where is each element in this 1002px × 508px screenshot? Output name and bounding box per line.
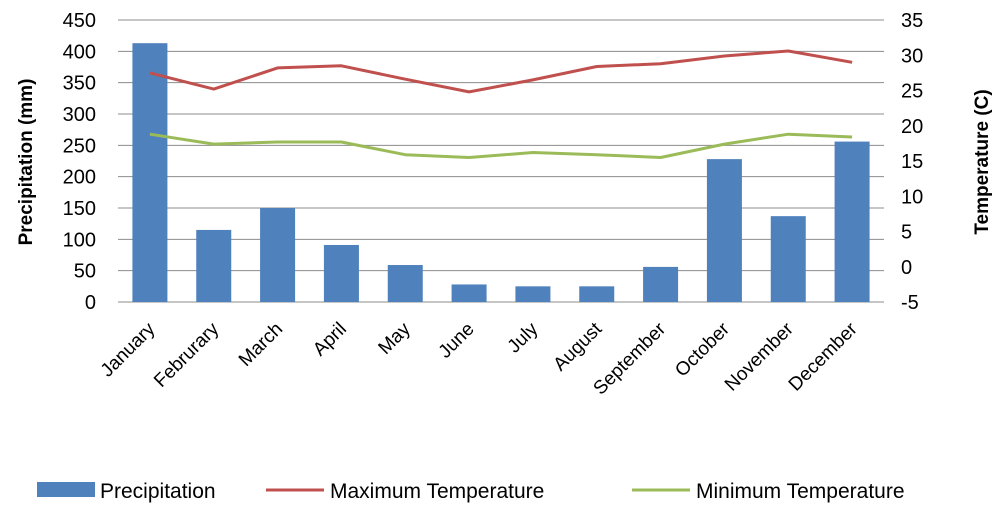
y2-tick-label: 25	[901, 81, 923, 103]
max-temp-line	[149, 49, 853, 94]
x-tick-label: June	[435, 319, 479, 363]
bar-january	[132, 43, 168, 302]
bar-april	[323, 244, 359, 302]
legend: Precipitation Maximum Temperature Minimu…	[37, 480, 905, 503]
y2-tick-label: 30	[901, 45, 923, 67]
bar-october	[706, 159, 742, 302]
right-y-axis: -5 0 5 10 15 20 25 30 35	[901, 10, 923, 314]
precipitation-bars	[132, 43, 870, 302]
bar-july	[515, 286, 551, 302]
y-tick-label: 150	[63, 198, 96, 220]
min-temp-line	[149, 132, 853, 159]
left-y-axis: 0 50 100 150 200 250 300 350 400 450	[63, 10, 96, 314]
y2-tick-label: 10	[901, 186, 923, 208]
x-tick-label: July	[504, 318, 543, 357]
bar-march	[260, 208, 296, 302]
x-tick-label: December	[785, 318, 862, 395]
x-tick-label: May	[375, 318, 416, 359]
bar-februrary	[196, 229, 232, 302]
bar-september	[643, 266, 679, 302]
y-tick-label: 450	[63, 10, 96, 32]
x-tick-label: January	[97, 318, 160, 381]
y2-tick-label: 35	[901, 10, 923, 32]
y2-tick-label: 5	[901, 222, 912, 244]
y-tick-label: 400	[63, 41, 96, 63]
legend-label-precipitation: Precipitation	[100, 480, 216, 503]
y-tick-label: 0	[85, 292, 96, 314]
y-tick-label: 300	[63, 104, 96, 126]
y2-tick-label: 15	[901, 151, 923, 173]
y2-tick-label: 0	[901, 257, 912, 279]
gridlines	[118, 19, 884, 303]
y-tick-label: 250	[63, 135, 96, 157]
x-tick-label: October	[671, 318, 734, 381]
y-tick-label: 200	[63, 167, 96, 189]
legend-label-min-temp: Minimum Temperature	[696, 480, 905, 503]
y-tick-label: 100	[63, 229, 96, 251]
y-tick-label: 50	[74, 261, 96, 283]
y2-tick-label: 20	[901, 116, 923, 138]
bar-november	[770, 216, 806, 302]
bar-may	[387, 265, 423, 302]
y-tick-label: 350	[63, 73, 96, 95]
x-tick-label: March	[235, 319, 287, 371]
legend-swatch-precipitation	[37, 482, 95, 497]
bar-december	[834, 141, 870, 302]
bar-june	[451, 284, 487, 302]
y2-axis-title: Temperature (C)	[972, 89, 993, 234]
y-axis-title: Precipitation (mm)	[16, 79, 37, 246]
y2-tick-label: -5	[901, 292, 919, 314]
x-tick-label: Februrary	[150, 318, 223, 391]
bar-august	[579, 286, 615, 302]
temperature-lines	[149, 49, 853, 159]
x-tick-label: August	[550, 318, 607, 375]
legend-label-max-temp: Maximum Temperature	[330, 480, 544, 503]
x-tick-label: April	[309, 319, 351, 361]
